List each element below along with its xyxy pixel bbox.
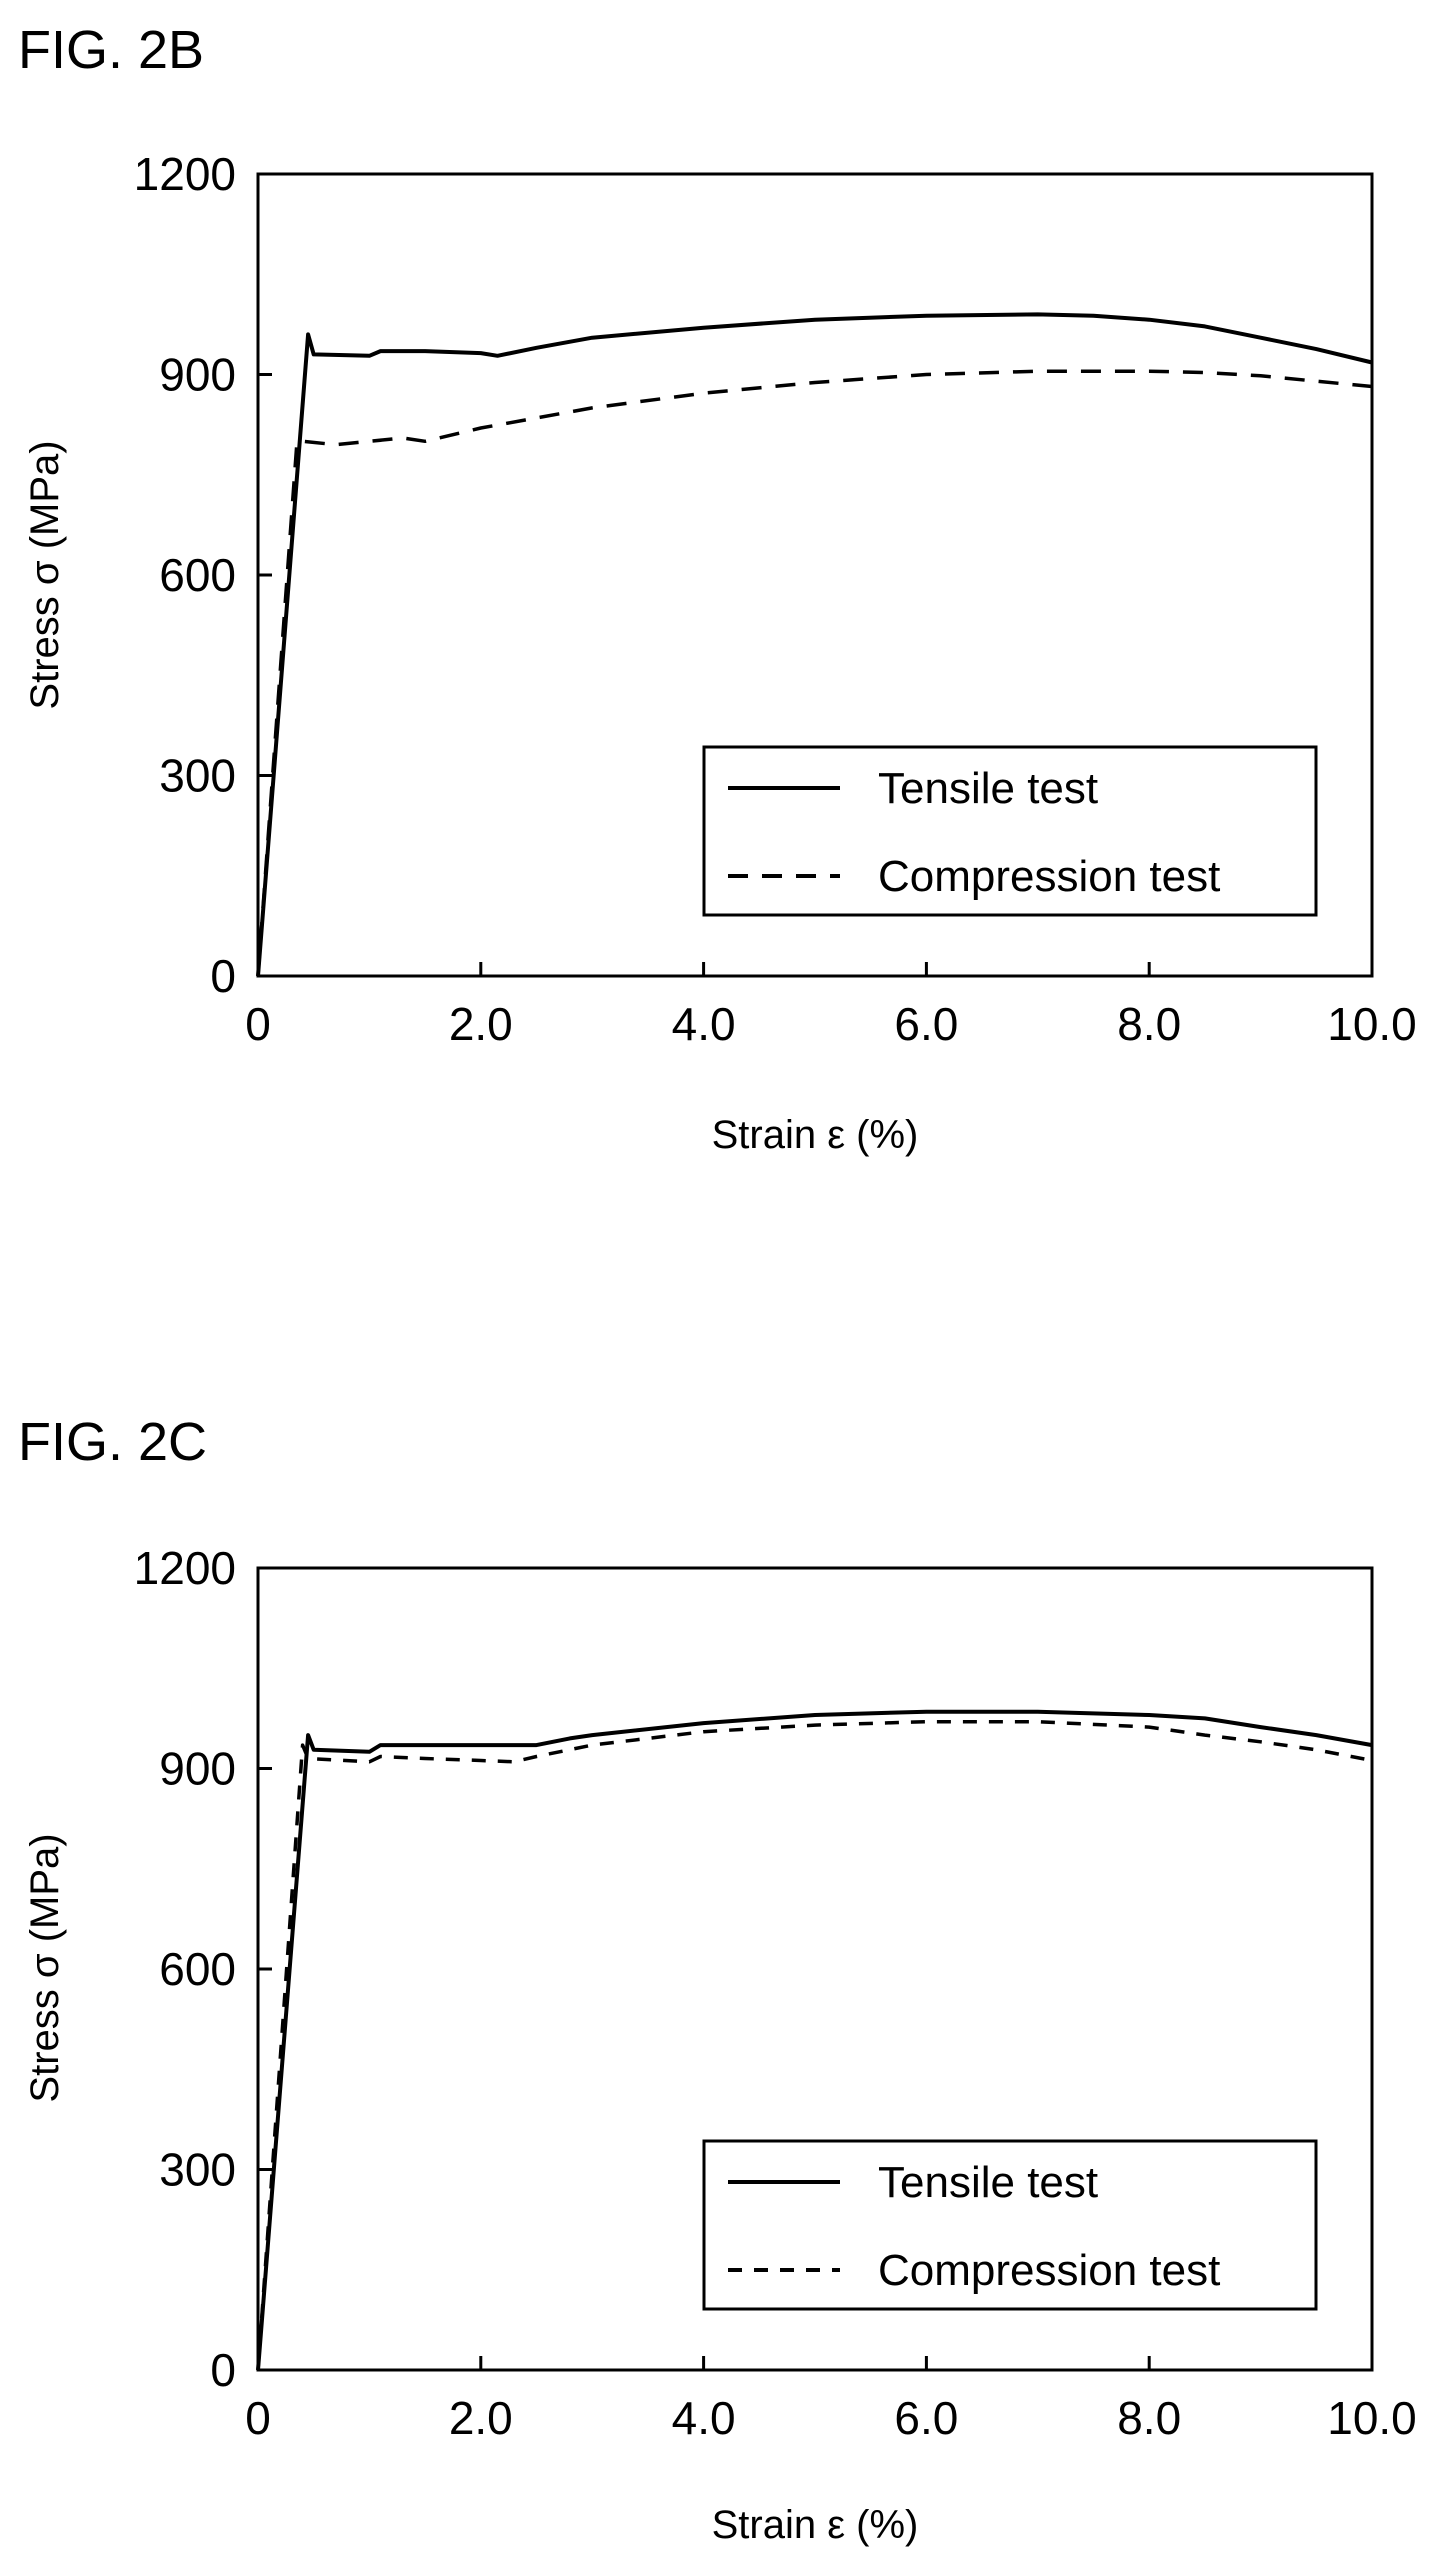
figure-2c: FIG. 2C 0 300 600 900 1200 0 2.0 4.0 6.0 8.0 10.0… — [18, 1412, 1417, 2547]
figure-2b-x-axis: 0 2.0 4.0 6.0 8.0 10.0 — [245, 962, 1417, 1050]
figure-2b-legend-box — [702, 745, 1318, 917]
figure-2b-x-tick-label: 6.0 — [894, 998, 958, 1050]
figure-2c-legend-label-compression: Compression test — [878, 2246, 1220, 2295]
figure-2c-y-axis: 0 300 600 900 1200 — [134, 1542, 272, 2396]
figure-2b-y-tick-label: 1200 — [134, 148, 236, 200]
figure-2c-legend-box — [702, 2139, 1318, 2311]
figure-2b-y-tick-label: 900 — [159, 349, 236, 401]
figure-2b-series-compression-line — [256, 369, 1373, 977]
figure-2b: FIG. 2B 0 300 600 900 1200 0 2.0 4.0 6.0 8.0 10.0… — [18, 20, 1417, 1157]
figure-2b-series — [256, 312, 1373, 977]
figure-2c-y-axis-label: Stress σ (MPa) — [23, 1833, 67, 2102]
figure-2b-x-tick-label: 0 — [245, 998, 271, 1050]
figure-2b-x-tick-label: 8.0 — [1117, 998, 1181, 1050]
figure-2b-x-tick-label: 4.0 — [672, 998, 736, 1050]
figure-2c-x-tick-label: 10.0 — [1327, 2392, 1417, 2444]
figure-2c-title: FIG. 2C — [18, 1412, 207, 1472]
figure-2c-legend: Tensile test Compression test — [702, 2139, 1318, 2311]
figure-2c-x-tick-label: 6.0 — [894, 2392, 958, 2444]
figure-2c-x-axis: 0 2.0 4.0 6.0 8.0 10.0 — [245, 2356, 1417, 2444]
figure-2b-x-tick-label: 2.0 — [449, 998, 513, 1050]
figure-2b-x-tick-label: 10.0 — [1327, 998, 1417, 1050]
figure-2c-x-tick-label: 4.0 — [672, 2392, 736, 2444]
figure-2b-legend-label-compression: Compression test — [878, 852, 1220, 901]
figure-2c-x-tick-label: 8.0 — [1117, 2392, 1181, 2444]
figure-2c-x-axis-label: Strain ε (%) — [712, 2503, 919, 2547]
figure-2c-x-tick-label: 2.0 — [449, 2392, 513, 2444]
figure-2c-y-tick-label: 300 — [159, 2144, 236, 2196]
figure-2b-title: FIG. 2B — [18, 20, 204, 80]
figure-2b-y-tick-label: 300 — [159, 750, 236, 802]
figure-2b-series-tensile-line — [256, 312, 1373, 977]
figure-2c-series — [256, 1709, 1373, 2371]
figure-2c-y-tick-label: 1200 — [134, 1542, 236, 1594]
figure-2b-x-axis-label: Strain ε (%) — [712, 1113, 919, 1157]
figure-2b-legend: Tensile test Compression test — [702, 745, 1318, 917]
figure-2c-y-tick-label: 600 — [159, 1943, 236, 1995]
figure-2b-y-tick-label: 0 — [210, 950, 236, 1002]
figure-2b-y-tick-label: 600 — [159, 549, 236, 601]
figure-2c-y-tick-label: 0 — [210, 2344, 236, 2396]
figure-2c-y-tick-label: 900 — [159, 1743, 236, 1795]
figure-2c-legend-label-tensile: Tensile test — [878, 2158, 1098, 2207]
figure-2b-y-axis: 0 300 600 900 1200 — [134, 148, 272, 1002]
figure-2c-series-compression-line — [256, 1719, 1373, 2371]
figure-2b-y-axis-label: Stress σ (MPa) — [23, 440, 67, 709]
figure-2c-series-tensile-line — [256, 1709, 1373, 2371]
figure-2c-x-tick-label: 0 — [245, 2392, 271, 2444]
figure-2b-legend-label-tensile: Tensile test — [878, 764, 1098, 813]
